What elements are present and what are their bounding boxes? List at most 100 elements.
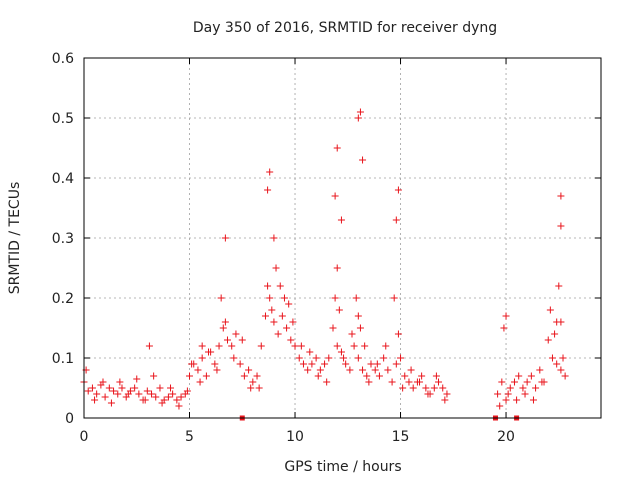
data-point (506, 384, 514, 392)
data-point (270, 318, 278, 326)
data-point (110, 387, 118, 395)
data-point (498, 378, 506, 386)
data-point (219, 324, 227, 332)
data-point (430, 384, 438, 392)
data-point (342, 360, 350, 368)
data-point (502, 312, 510, 320)
data-point (93, 390, 101, 398)
data-point (536, 366, 544, 374)
data-point (183, 387, 191, 395)
data-point (435, 378, 443, 386)
data-point (148, 390, 156, 398)
data-point (346, 366, 354, 374)
data-point (529, 396, 537, 404)
y-tick-label: 0.3 (52, 231, 74, 247)
data-point (143, 387, 151, 395)
data-point (557, 192, 565, 200)
data-point (557, 222, 565, 230)
data-point (312, 354, 320, 362)
data-point (169, 390, 177, 398)
data-point (280, 294, 288, 302)
data-point (392, 360, 400, 368)
data-point (272, 264, 280, 272)
data-point (299, 360, 307, 368)
data-point (289, 318, 297, 326)
data-point (401, 372, 409, 380)
data-point (194, 366, 202, 374)
data-point (494, 390, 502, 398)
data-point (546, 306, 554, 314)
data-point (238, 336, 246, 344)
data-point (105, 384, 113, 392)
data-point (198, 342, 206, 350)
y-axis-label: SRMTID / TECUs (7, 182, 23, 295)
data-point (177, 393, 185, 401)
data-point (356, 108, 364, 116)
data-point (513, 396, 521, 404)
data-point (257, 342, 265, 350)
x-axis-label: GPS time / hours (284, 459, 401, 475)
data-point (382, 342, 390, 350)
data-point (409, 384, 417, 392)
data-point (291, 342, 299, 350)
data-point (221, 234, 229, 242)
data-point (268, 306, 276, 314)
data-point (221, 318, 229, 326)
data-point (240, 372, 248, 380)
data-point (285, 300, 293, 308)
data-point (152, 393, 160, 401)
data-point (133, 375, 141, 383)
data-point (504, 390, 512, 398)
data-point (135, 390, 143, 398)
data-point (441, 396, 449, 404)
data-point (548, 354, 556, 362)
data-point (555, 282, 563, 290)
data-point (145, 342, 153, 350)
data-point (365, 378, 373, 386)
x-tick-label: 0 (80, 429, 89, 445)
data-point (287, 336, 295, 344)
data-point (261, 312, 269, 320)
data-point (510, 378, 518, 386)
data-point (308, 360, 316, 368)
data-point (213, 366, 221, 374)
data-point (361, 342, 369, 350)
data-point (523, 378, 531, 386)
data-point (297, 342, 305, 350)
data-point (329, 324, 337, 332)
x-tick-label: 5 (185, 429, 194, 445)
data-point (118, 384, 126, 392)
data-point (321, 360, 329, 368)
data-point (356, 324, 364, 332)
data-point (340, 354, 348, 362)
data-point (397, 354, 405, 362)
data-point (439, 384, 447, 392)
data-point (333, 144, 341, 152)
data-point (124, 390, 132, 398)
data-point (186, 372, 194, 380)
data-point (295, 354, 303, 362)
data-point (496, 402, 504, 410)
data-point (323, 378, 331, 386)
data-point (553, 360, 561, 368)
data-point (354, 312, 362, 320)
data-point (502, 396, 510, 404)
data-point (348, 330, 356, 338)
data-point (141, 396, 149, 404)
data-point (278, 312, 286, 320)
data-point (84, 387, 92, 395)
data-point (394, 186, 402, 194)
data-point (331, 192, 339, 200)
data-point (196, 378, 204, 386)
data-point (266, 294, 274, 302)
data-point (557, 366, 565, 374)
data-point (335, 306, 343, 314)
y-tick-label: 0 (65, 411, 74, 427)
x-tick-label: 15 (392, 429, 410, 445)
data-point (228, 342, 236, 350)
data-point (217, 294, 225, 302)
data-point (331, 294, 339, 302)
chart-title: Day 350 of 2016, SRMTID for receiver dyn… (193, 20, 497, 36)
data-point (232, 330, 240, 338)
data-point (443, 390, 451, 398)
